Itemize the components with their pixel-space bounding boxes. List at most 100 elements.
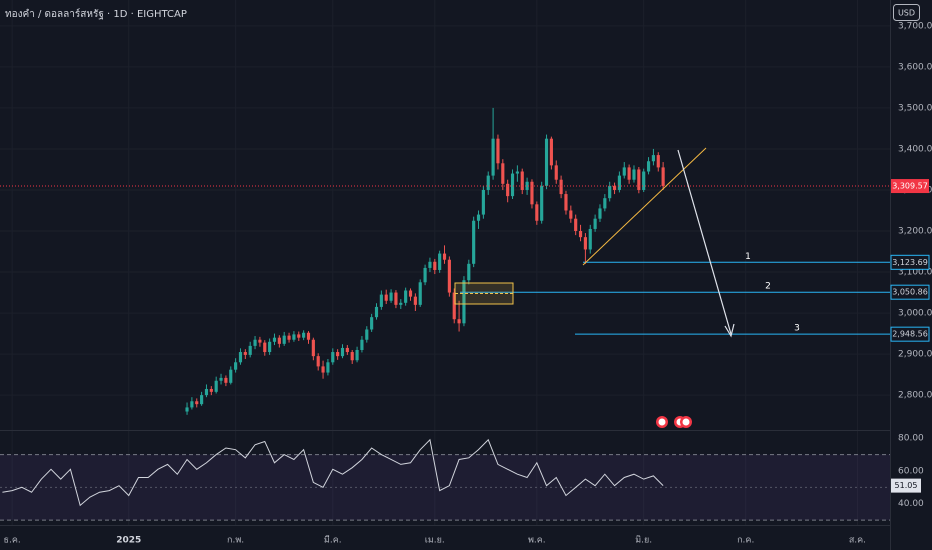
candle-body — [646, 161, 651, 172]
rsi-line — [2, 438, 664, 507]
candle-body — [408, 290, 413, 297]
candle-body — [554, 165, 558, 180]
level-name: 1 — [745, 252, 751, 262]
projection-arrow[interactable] — [677, 149, 732, 335]
rsi-tick-label: 40.00 — [898, 499, 924, 509]
candle-body — [428, 261, 432, 268]
candle-body — [394, 292, 398, 305]
y-tick-label: 3,700.00 — [898, 21, 932, 31]
x-tick-label: ธ.ค. — [4, 536, 21, 546]
candle-body — [661, 167, 665, 187]
candle-body — [525, 181, 529, 190]
price-pane — [0, 107, 890, 415]
candle-body — [574, 218, 578, 232]
candle-body — [447, 259, 451, 293]
candle-body — [370, 317, 374, 330]
candle-body — [248, 345, 252, 355]
level-tag-label: 3,123.69 — [892, 258, 928, 267]
trendline[interactable] — [582, 147, 707, 266]
candle-body — [316, 356, 320, 367]
candle-body — [530, 181, 534, 205]
candle-body — [515, 171, 519, 174]
candle-body — [622, 167, 626, 176]
x-tick-label: 2025 — [116, 536, 141, 546]
y-tick-label: 3,100.00 — [898, 268, 932, 278]
candle-body — [190, 401, 194, 408]
candle-body — [433, 261, 437, 270]
candle-body — [462, 280, 466, 324]
candle-body — [297, 334, 301, 338]
candle-body — [209, 388, 213, 392]
y-tick-label: 3,500.00 — [898, 103, 932, 113]
y-tick-label: 3,600.00 — [898, 62, 932, 72]
y-tick-label: 2,900.00 — [898, 350, 932, 360]
candle-body — [535, 204, 539, 221]
level-tag-label: 2,948.56 — [892, 330, 928, 339]
candle-body — [340, 347, 345, 357]
candle-body — [593, 218, 597, 229]
candle-body — [253, 339, 257, 346]
candle-body — [365, 329, 369, 340]
candle-body — [360, 339, 364, 350]
candle-body — [520, 171, 524, 190]
candle-body — [282, 335, 286, 344]
arrow-head — [724, 323, 735, 338]
x-tick-label: พ.ค. — [528, 536, 546, 546]
candle-body — [486, 175, 490, 190]
candle-body — [379, 294, 383, 307]
event-icons[interactable] — [656, 416, 692, 428]
candle-body — [355, 349, 359, 361]
candle-body — [569, 210, 573, 219]
candle-body — [510, 173, 515, 197]
candle-body — [263, 342, 267, 353]
currency-label: USD — [898, 9, 915, 18]
candle-body — [467, 263, 471, 281]
candle-body — [185, 407, 189, 412]
candle-body — [268, 341, 272, 353]
candle-body — [452, 292, 456, 320]
symbol-title: ทองคำ / ดอลลาร์สหรัฐ · 1D · EIGHTCAP — [5, 8, 187, 20]
x-tick-label: ก.ค. — [737, 536, 754, 546]
y-tick-label: 2,800.00 — [898, 391, 932, 401]
x-tick-label: เม.ย. — [425, 536, 445, 546]
candle-body — [243, 352, 247, 355]
candle-body — [651, 155, 655, 162]
candle-body — [457, 319, 461, 324]
candle-body — [272, 337, 277, 342]
candle-body — [496, 138, 500, 164]
candle-body — [627, 167, 631, 180]
candle-body — [258, 339, 262, 343]
candle-body — [384, 294, 388, 301]
event-icon-inner — [682, 418, 690, 426]
candle-body — [287, 335, 291, 340]
candle-body — [413, 296, 417, 305]
candle-body — [540, 185, 544, 221]
x-tick-label: มิ.ย. — [635, 535, 652, 546]
candle-body — [506, 183, 510, 197]
x-tick-label: ก.พ. — [227, 536, 244, 546]
candle-body — [476, 214, 481, 221]
x-tick-label: มี.ค. — [324, 535, 342, 546]
candle-body — [632, 169, 636, 180]
rsi-tag-label: 51.05 — [895, 481, 918, 490]
y-tick-label: 3,200.00 — [898, 227, 932, 237]
candle-body — [238, 352, 243, 363]
candle-body — [491, 138, 495, 176]
candle-body — [501, 163, 505, 184]
rsi-pane — [0, 438, 890, 521]
rsi-tick-label: 60.00 — [898, 466, 924, 476]
candle-body — [608, 185, 612, 199]
currency-button[interactable] — [893, 4, 920, 21]
candle-body — [564, 194, 568, 211]
candle-body — [656, 155, 660, 168]
candle-body — [549, 138, 553, 166]
candle-body — [219, 377, 223, 381]
zone-box[interactable] — [454, 282, 514, 305]
candle-body — [389, 292, 393, 301]
candle-body — [438, 253, 442, 270]
candle-body — [336, 352, 340, 357]
level-tag — [890, 326, 930, 342]
candle-body — [583, 237, 587, 250]
candle-body — [588, 228, 592, 250]
